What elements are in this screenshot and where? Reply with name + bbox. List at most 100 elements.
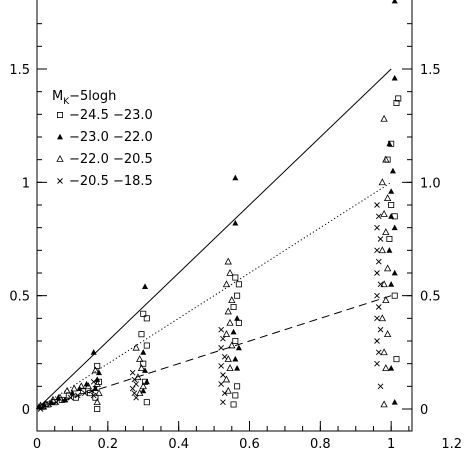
data-point-filled-triangle	[90, 349, 97, 355]
cross-stroke	[57, 178, 63, 184]
cross-stroke	[221, 390, 228, 396]
cross-stroke	[377, 281, 384, 288]
data-point-cross	[220, 399, 226, 406]
cross-stroke	[374, 338, 380, 344]
legend-marker-open-square	[57, 112, 64, 119]
data-point-open-square	[234, 383, 241, 390]
cross-stroke	[218, 363, 224, 369]
data-point-filled-triangle	[140, 349, 147, 355]
data-point-filled-triangle	[69, 389, 76, 396]
legend-marker-filled-triangle	[57, 133, 63, 140]
data-point-cross	[218, 344, 224, 351]
data-point-cross	[90, 378, 97, 385]
data-point-open-square	[232, 392, 239, 399]
reference-lines	[36, 68, 392, 410]
data-point-filled-triangle	[143, 378, 150, 385]
cross-stroke	[374, 315, 380, 322]
cross-stroke	[218, 381, 224, 387]
data-point-open-square	[72, 394, 79, 401]
data-point-cross	[374, 270, 380, 276]
data-point-filled-triangle	[232, 219, 239, 226]
data-point-filled-triangle	[235, 344, 242, 351]
x-tick-label: 0.8	[310, 437, 331, 451]
data-point-cross	[46, 401, 53, 408]
data-point-open-triangle	[378, 246, 386, 254]
data-point-open-triangle	[226, 318, 234, 326]
data-point-open-triangle	[226, 364, 234, 372]
data-point-filled-triangle	[48, 399, 55, 405]
legend: MK−5logh −24.5 −23.0 −23.0 −22.0 −22.0 −20…	[52, 89, 153, 189]
data-point-cross	[375, 349, 382, 356]
data-point-open-square	[138, 331, 145, 338]
tick-labels: 0 0.2 0.4 0.6 0.8 1 1.2 0 0.5 1 1.5 0 0.5 1.0 1.5	[9, 63, 462, 451]
reference-line-dashed	[36, 295, 392, 410]
data-point-cross	[377, 326, 384, 333]
data-point-cross	[53, 399, 60, 406]
cross-stroke	[41, 403, 47, 410]
y-tick-label-right: 1.5	[420, 63, 441, 78]
data-point-filled-triangle	[140, 387, 147, 394]
data-point-filled-triangle	[391, 269, 398, 276]
x-tick-label: 1.2	[441, 437, 462, 451]
cross-stroke	[374, 360, 380, 367]
data-point-open-triangle	[222, 280, 231, 288]
data-point-cross	[221, 354, 228, 360]
data-point-open-triangle	[382, 228, 390, 236]
x-tick-label: 0.6	[239, 437, 260, 451]
cross-stroke	[53, 399, 60, 406]
data-point-filled-triangle	[62, 396, 69, 403]
legend-entry-label: −20.5 −18.5	[69, 174, 153, 189]
data-point-open-square	[235, 281, 242, 288]
data-point-cross	[374, 247, 380, 254]
data-point-open-square	[386, 235, 393, 242]
cross-stroke	[81, 390, 88, 396]
y-tick-label-right: 0.5	[420, 290, 441, 305]
data-point-open-triangle	[382, 364, 390, 372]
y-tick-label-right: 1.0	[420, 176, 441, 191]
cross-stroke	[46, 401, 53, 408]
y-tick-label-left: 0	[22, 403, 30, 418]
data-point-open-square	[391, 292, 398, 299]
data-point-cross	[41, 403, 47, 410]
data-point-open-square	[140, 310, 147, 317]
data-point-cross	[129, 385, 136, 392]
cross-stroke	[377, 326, 384, 333]
data-point-open-square	[140, 360, 147, 367]
cross-stroke	[377, 383, 384, 390]
data-point-cross	[92, 385, 99, 392]
cross-stroke	[92, 385, 99, 392]
data-point-filled-triangle	[234, 365, 241, 371]
cross-stroke	[377, 236, 384, 242]
data-point-open-triangle	[93, 398, 101, 406]
data-point-open-triangle	[382, 296, 390, 304]
data-point-open-square	[230, 401, 237, 408]
data-point-cross	[377, 383, 384, 390]
data-point-open-triangle	[224, 257, 232, 265]
data-point-filled-triangle	[234, 315, 241, 321]
data-point-filled-triangle	[391, 0, 398, 4]
data-point-cross	[374, 315, 380, 322]
data-point-open-triangle	[95, 389, 103, 396]
data-point-filled-triangle	[142, 367, 149, 373]
cross-stroke	[131, 390, 138, 396]
data-point-filled-triangle	[386, 247, 393, 253]
data-point-open-triangle	[70, 384, 78, 392]
data-point-cross	[60, 397, 67, 403]
cross-stroke	[221, 354, 228, 360]
cross-stroke	[37, 406, 44, 412]
cross-stroke	[220, 335, 226, 342]
data-point-cross	[221, 390, 228, 396]
data-point-filled-triangle	[386, 140, 393, 147]
data-point-open-triangle	[228, 296, 236, 304]
data-point-open-triangle	[132, 343, 140, 351]
data-point-cross	[131, 376, 138, 383]
data-point-open-triangle	[380, 400, 388, 408]
data-point-cross	[133, 394, 139, 401]
cross-stroke	[218, 326, 224, 333]
legend-marker-cross	[57, 178, 63, 184]
data-point-cross	[131, 390, 138, 396]
data-point-cross	[89, 388, 95, 394]
x-tick-label: 0.4	[168, 437, 189, 451]
cross-stroke	[375, 258, 382, 265]
data-point-open-square	[143, 342, 150, 349]
